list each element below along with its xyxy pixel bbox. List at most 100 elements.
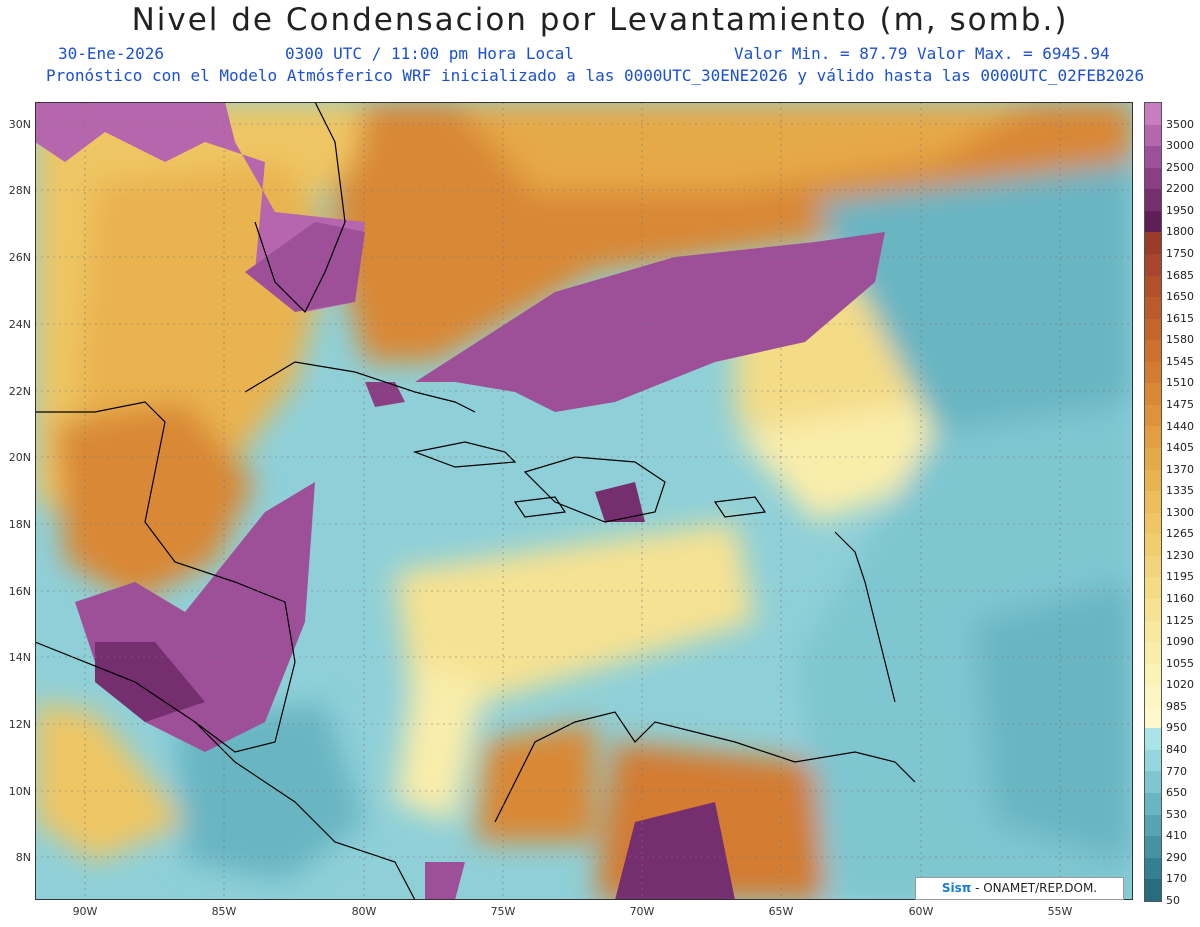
colorbar-swatch: [1145, 146, 1161, 168]
colorbar-swatch: [1145, 383, 1161, 405]
lon-label: 80W: [351, 905, 377, 918]
colorbar-swatch: [1145, 577, 1161, 599]
colorbar-swatch: [1145, 771, 1161, 793]
colorbar-swatch: [1145, 598, 1161, 621]
colorbar-swatch: [1145, 512, 1161, 535]
map-title: Nivel de Condensacion por Levantamiento …: [131, 2, 1069, 38]
lat-label: 22N: [8, 385, 31, 398]
colorbar-swatch: [1145, 728, 1161, 750]
lat-label: 28N: [8, 184, 31, 197]
colorbar-label: 1370: [1166, 462, 1194, 476]
colorbar-label: 985: [1166, 699, 1187, 713]
lat-label: 30N: [8, 118, 31, 131]
colorbar-swatch: [1145, 103, 1161, 125]
credit-text: - ONAMET/REP.DOM.: [975, 881, 1098, 895]
colorbar-label: 1300: [1166, 505, 1194, 519]
colorbar-swatch: [1145, 361, 1161, 384]
colorbar-label: 50: [1166, 894, 1180, 907]
colorbar-swatch: [1145, 167, 1161, 190]
colorbar-label: 1685: [1166, 268, 1194, 282]
colorbar-label: 1090: [1166, 635, 1194, 649]
colorbar-swatch: [1145, 642, 1161, 664]
lat-label: 16N: [8, 585, 31, 598]
map-field: [35, 102, 1133, 900]
forecast-description: Pronóstico con el Modelo Atmósferico WRF…: [46, 66, 1145, 85]
colorbar-swatch: [1145, 426, 1161, 448]
lon-label: 65W: [768, 905, 794, 918]
lat-label: 26N: [8, 251, 31, 264]
colorbar-label: 840: [1166, 743, 1187, 757]
colorbar-label: 1230: [1166, 548, 1194, 562]
colorbar-label: 1125: [1166, 613, 1194, 627]
colorbar-label: 1615: [1166, 311, 1194, 325]
colorbar-swatch: [1145, 706, 1161, 729]
colorbar-label: 1055: [1166, 656, 1194, 670]
colorbar-swatch: [1145, 297, 1161, 319]
lat-label: 10N: [8, 785, 31, 798]
colorbar-swatch: [1145, 534, 1161, 556]
lon-label: 60W: [908, 905, 934, 918]
colorbar-label: 290: [1166, 850, 1187, 864]
colorbar-label: 530: [1166, 807, 1187, 821]
colorbar-swatch: [1145, 555, 1161, 578]
colorbar-label: 2500: [1166, 160, 1194, 174]
lon-label: 85W: [211, 905, 237, 918]
colorbar-label: 1950: [1166, 203, 1194, 217]
colorbar-swatch: [1145, 448, 1161, 470]
colorbar-swatch: [1145, 879, 1161, 901]
colorbar-swatch: [1145, 663, 1161, 686]
lat-label: 20N: [8, 451, 31, 464]
lon-label: 70W: [629, 905, 655, 918]
colorbar-swatch: [1145, 318, 1161, 341]
lon-label: 75W: [490, 905, 516, 918]
colorbar-swatch: [1145, 124, 1161, 147]
lat-label: 12N: [8, 718, 31, 731]
colorbar-swatch: [1145, 620, 1161, 643]
colorbar-swatch: [1145, 469, 1161, 492]
forecast-time: 0300 UTC / 11:00 pm Hora Local: [285, 44, 574, 63]
colorbar-label: 1335: [1166, 484, 1194, 498]
colorbar-swatch: [1145, 340, 1161, 362]
colorbar-swatch: [1145, 189, 1161, 211]
colorbar-label: 1160: [1166, 592, 1194, 606]
forecast-date: 30-Ene-2026: [58, 44, 164, 63]
colorbar-label: 3500: [1166, 117, 1194, 131]
colorbar-swatch: [1145, 275, 1161, 298]
colorbar-swatch: [1145, 685, 1161, 707]
colorbar-label: 1265: [1166, 527, 1194, 541]
colorbar-swatch: [1145, 210, 1161, 233]
colorbar-label: 650: [1166, 786, 1187, 800]
lat-label: 14N: [8, 651, 31, 664]
lat-label: 8N: [15, 851, 31, 864]
colorbar-label: 3000: [1166, 139, 1194, 153]
colorbar-swatch: [1145, 491, 1161, 513]
min-max-values: Valor Min. = 87.79 Valor Max. = 6945.94: [734, 44, 1110, 63]
colorbar-swatch: [1145, 836, 1161, 858]
colorbar-label: 1440: [1166, 419, 1194, 433]
colorbar-label: 1800: [1166, 225, 1194, 239]
lat-label: 24N: [8, 318, 31, 331]
colorbar-label: 1195: [1166, 570, 1194, 584]
colorbar-label: 770: [1166, 764, 1187, 778]
colorbar-swatch: [1145, 404, 1161, 427]
colorbar-swatch: [1145, 793, 1161, 815]
colorbar-label: 1650: [1166, 290, 1194, 304]
colorbar-swatch: [1145, 814, 1161, 837]
colorbar-label: 950: [1166, 721, 1187, 735]
colorbar-label: 1545: [1166, 354, 1194, 368]
colorbar-swatch: [1145, 857, 1161, 880]
colorbar-label: 410: [1166, 829, 1187, 843]
colorbar-label: 170: [1166, 872, 1187, 886]
colorbar-label: 1475: [1166, 397, 1194, 411]
colorbar-label: 1405: [1166, 441, 1194, 455]
colorbar-label: 2200: [1166, 182, 1194, 196]
lon-label: 90W: [72, 905, 98, 918]
colorbar-swatch: [1145, 253, 1161, 276]
lcl-map: [35, 102, 1133, 900]
colorbar-label: 1580: [1166, 333, 1194, 347]
sispi-logo: Sisπ: [941, 881, 972, 895]
colorbar-label: 1020: [1166, 678, 1194, 692]
lat-label: 18N: [8, 518, 31, 531]
colorbar: [1144, 102, 1162, 902]
colorbar-label: 1510: [1166, 376, 1194, 390]
